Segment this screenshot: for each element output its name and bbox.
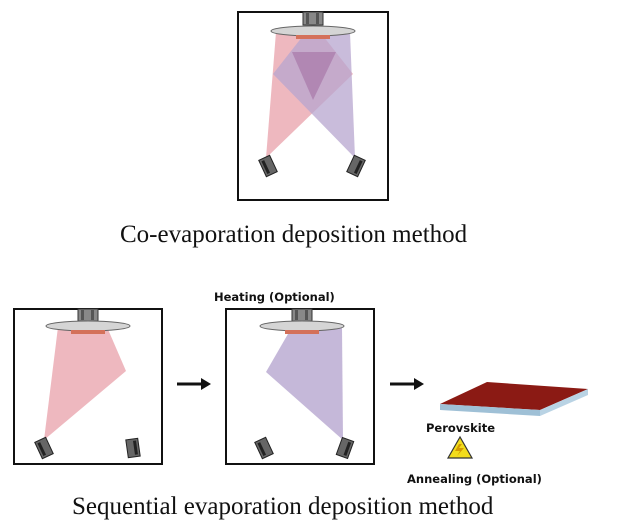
beam-overlap xyxy=(292,52,336,100)
substrate-holder-plate xyxy=(45,320,131,332)
heating-label: Heating (Optional) xyxy=(214,290,335,304)
left-evaporation-source xyxy=(254,436,274,460)
right-evaporation-source xyxy=(346,154,366,178)
left-evaporation-source xyxy=(258,154,278,178)
co-evaporation-caption: Co-evaporation deposition method xyxy=(120,221,468,248)
sequential-chamber-2 xyxy=(225,308,375,465)
substrate xyxy=(71,330,105,334)
sequential-caption: Sequential evaporation deposition method xyxy=(72,493,494,520)
sequential-chamber-1 xyxy=(13,308,163,465)
right-evaporation-source xyxy=(125,437,141,459)
left-evaporation-source xyxy=(34,436,54,460)
co-evaporation-chamber xyxy=(237,11,389,201)
substrate-holder-plate xyxy=(259,320,345,332)
substrate xyxy=(285,330,319,334)
annealing-label: Annealing (Optional) xyxy=(407,472,542,486)
substrate xyxy=(296,35,330,39)
perovskite-side-edge xyxy=(540,389,588,416)
right-evaporation-source xyxy=(335,436,355,460)
perovskite-film xyxy=(440,382,588,416)
purple-beam xyxy=(266,327,343,440)
warning-triangle-icon xyxy=(446,435,474,459)
pink-beam xyxy=(44,327,126,440)
substrate-holder-plate xyxy=(270,25,356,37)
perovskite-label: Perovskite xyxy=(426,421,496,435)
right-arrow-icon xyxy=(177,378,211,390)
right-arrow-icon xyxy=(390,378,424,390)
perovskite-top xyxy=(440,382,588,410)
perovskite-front-edge xyxy=(440,404,540,416)
